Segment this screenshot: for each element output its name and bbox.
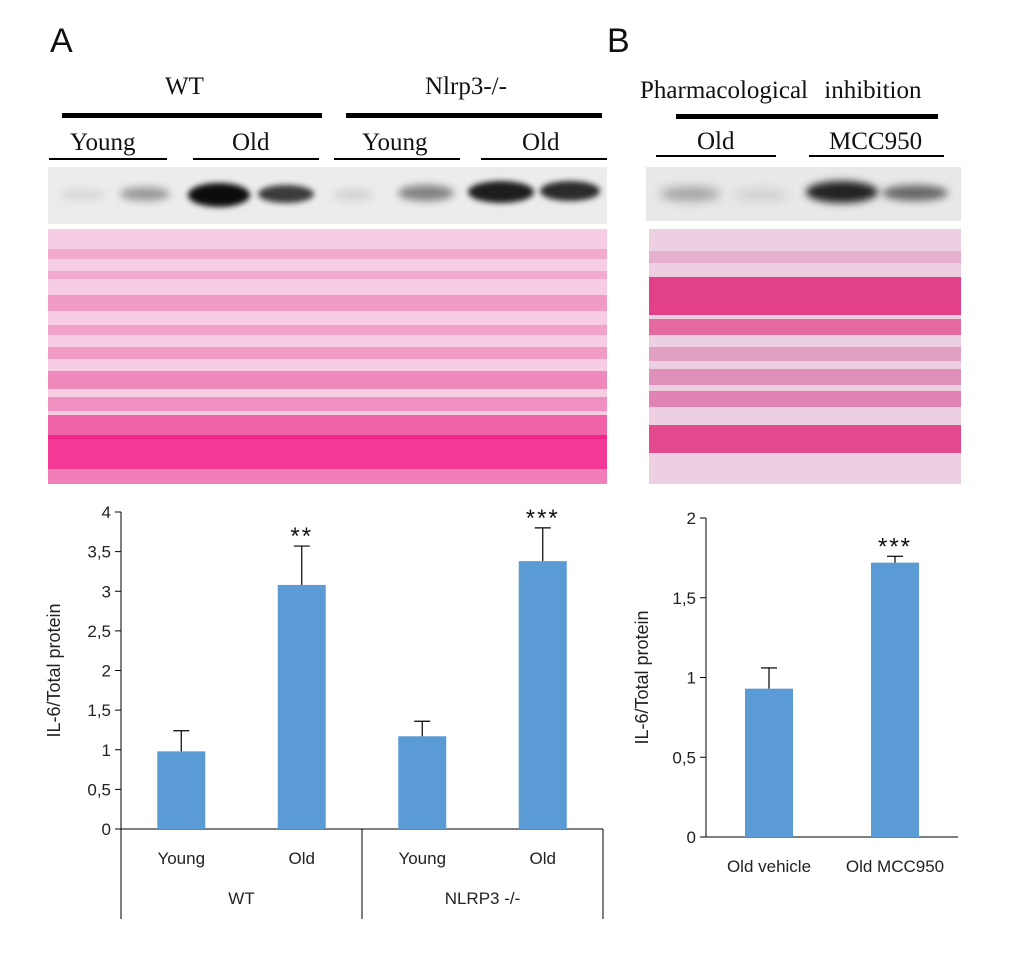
bar [398,736,447,829]
y-tick-label: 0 [687,828,696,847]
group-label: WT [228,889,254,908]
group-label-nlrp3: Nlrp3-/- [425,73,507,100]
blot-band [188,183,250,207]
subgroup-line-wt-old [193,158,319,160]
y-tick-label: 1 [102,741,111,760]
blot-band [540,181,600,201]
bar [157,751,206,829]
subgroup-line-mcc950 [809,155,944,157]
subgroup-line-ko-old [481,158,607,160]
stain-band [48,371,607,389]
x-tick-label: Young [398,849,446,868]
y-tick-label: 0 [102,820,111,839]
blot-band [882,185,948,201]
y-tick-label: 1,5 [87,701,111,720]
y-tick-label: 1 [687,669,696,688]
group-line-pharmacological [676,114,938,119]
blot-band [398,185,454,201]
blot-band [258,185,314,203]
group-line-wt [62,113,322,118]
stain-band [649,347,961,361]
y-axis-label: IL-6/Total protein [44,603,64,737]
y-tick-label: 2,5 [87,622,111,641]
subgroup-line-old [656,155,776,157]
y-tick-label: 2 [687,509,696,528]
stain-band [649,251,961,263]
significance-label: ** [290,523,313,550]
group-label: NLRP3 -/- [445,889,521,908]
subgroup-label-old: Old [697,128,735,155]
panel-label-b: B [607,22,630,60]
subgroup-label-wt-young: Young [70,129,136,156]
group-label-wt: WT [165,73,204,100]
blot-band [806,181,878,203]
y-axis-label: IL-6/Total protein [632,610,652,744]
stain-band [48,467,607,484]
stain-band [649,425,961,453]
subgroup-line-wt-young [49,158,167,160]
stain-band [649,369,961,385]
x-tick-label: Old vehicle [727,857,811,876]
y-tick-label: 4 [102,503,111,522]
blot-band [333,189,373,201]
x-tick-label: Old [289,849,315,868]
y-tick-label: 0,5 [87,780,111,799]
x-tick-label: Old MCC950 [846,857,944,876]
stain-band [48,249,607,259]
stain-band [649,391,961,407]
stain-band [48,347,607,359]
y-tick-label: 3 [102,582,111,601]
subgroup-label-mcc950: MCC950 [829,128,923,155]
blot-band [468,181,534,203]
blot-band [60,189,106,201]
ponceau-stain-b [649,229,961,484]
y-tick-label: 1,5 [672,589,696,608]
western-blot-a [48,167,607,224]
blot-band [120,187,170,201]
stain-band [48,295,607,311]
stain-band [48,397,607,411]
stain-band [48,435,607,469]
ponceau-stain-a [48,229,607,484]
subgroup-label-ko-young: Young [362,129,428,156]
significance-label: *** [526,505,560,532]
bar [871,562,919,837]
subgroup-label-wt-old: Old [232,129,270,156]
subgroup-label-ko-old: Old [522,129,560,156]
y-tick-label: 0,5 [672,748,696,767]
subgroup-line-ko-young [334,158,460,160]
bar [518,561,567,829]
stain-band [649,319,961,335]
y-tick-label: 2 [102,662,111,681]
x-tick-label: Old [530,849,556,868]
stain-band [649,277,961,315]
western-blot-b [646,167,961,221]
group-label-pharmacological-inhibition: Pharmacological inhibition [640,77,922,104]
stain-band [48,271,607,279]
panel-label-a: A [50,22,73,60]
bar [745,688,793,837]
y-tick-label: 3,5 [87,543,111,562]
group-line-nlrp3 [346,113,602,118]
blot-band [734,189,788,201]
x-tick-label: Young [157,849,205,868]
stain-band [48,325,607,335]
blot-band [660,187,720,201]
significance-label: *** [878,533,912,560]
bar [277,584,326,829]
